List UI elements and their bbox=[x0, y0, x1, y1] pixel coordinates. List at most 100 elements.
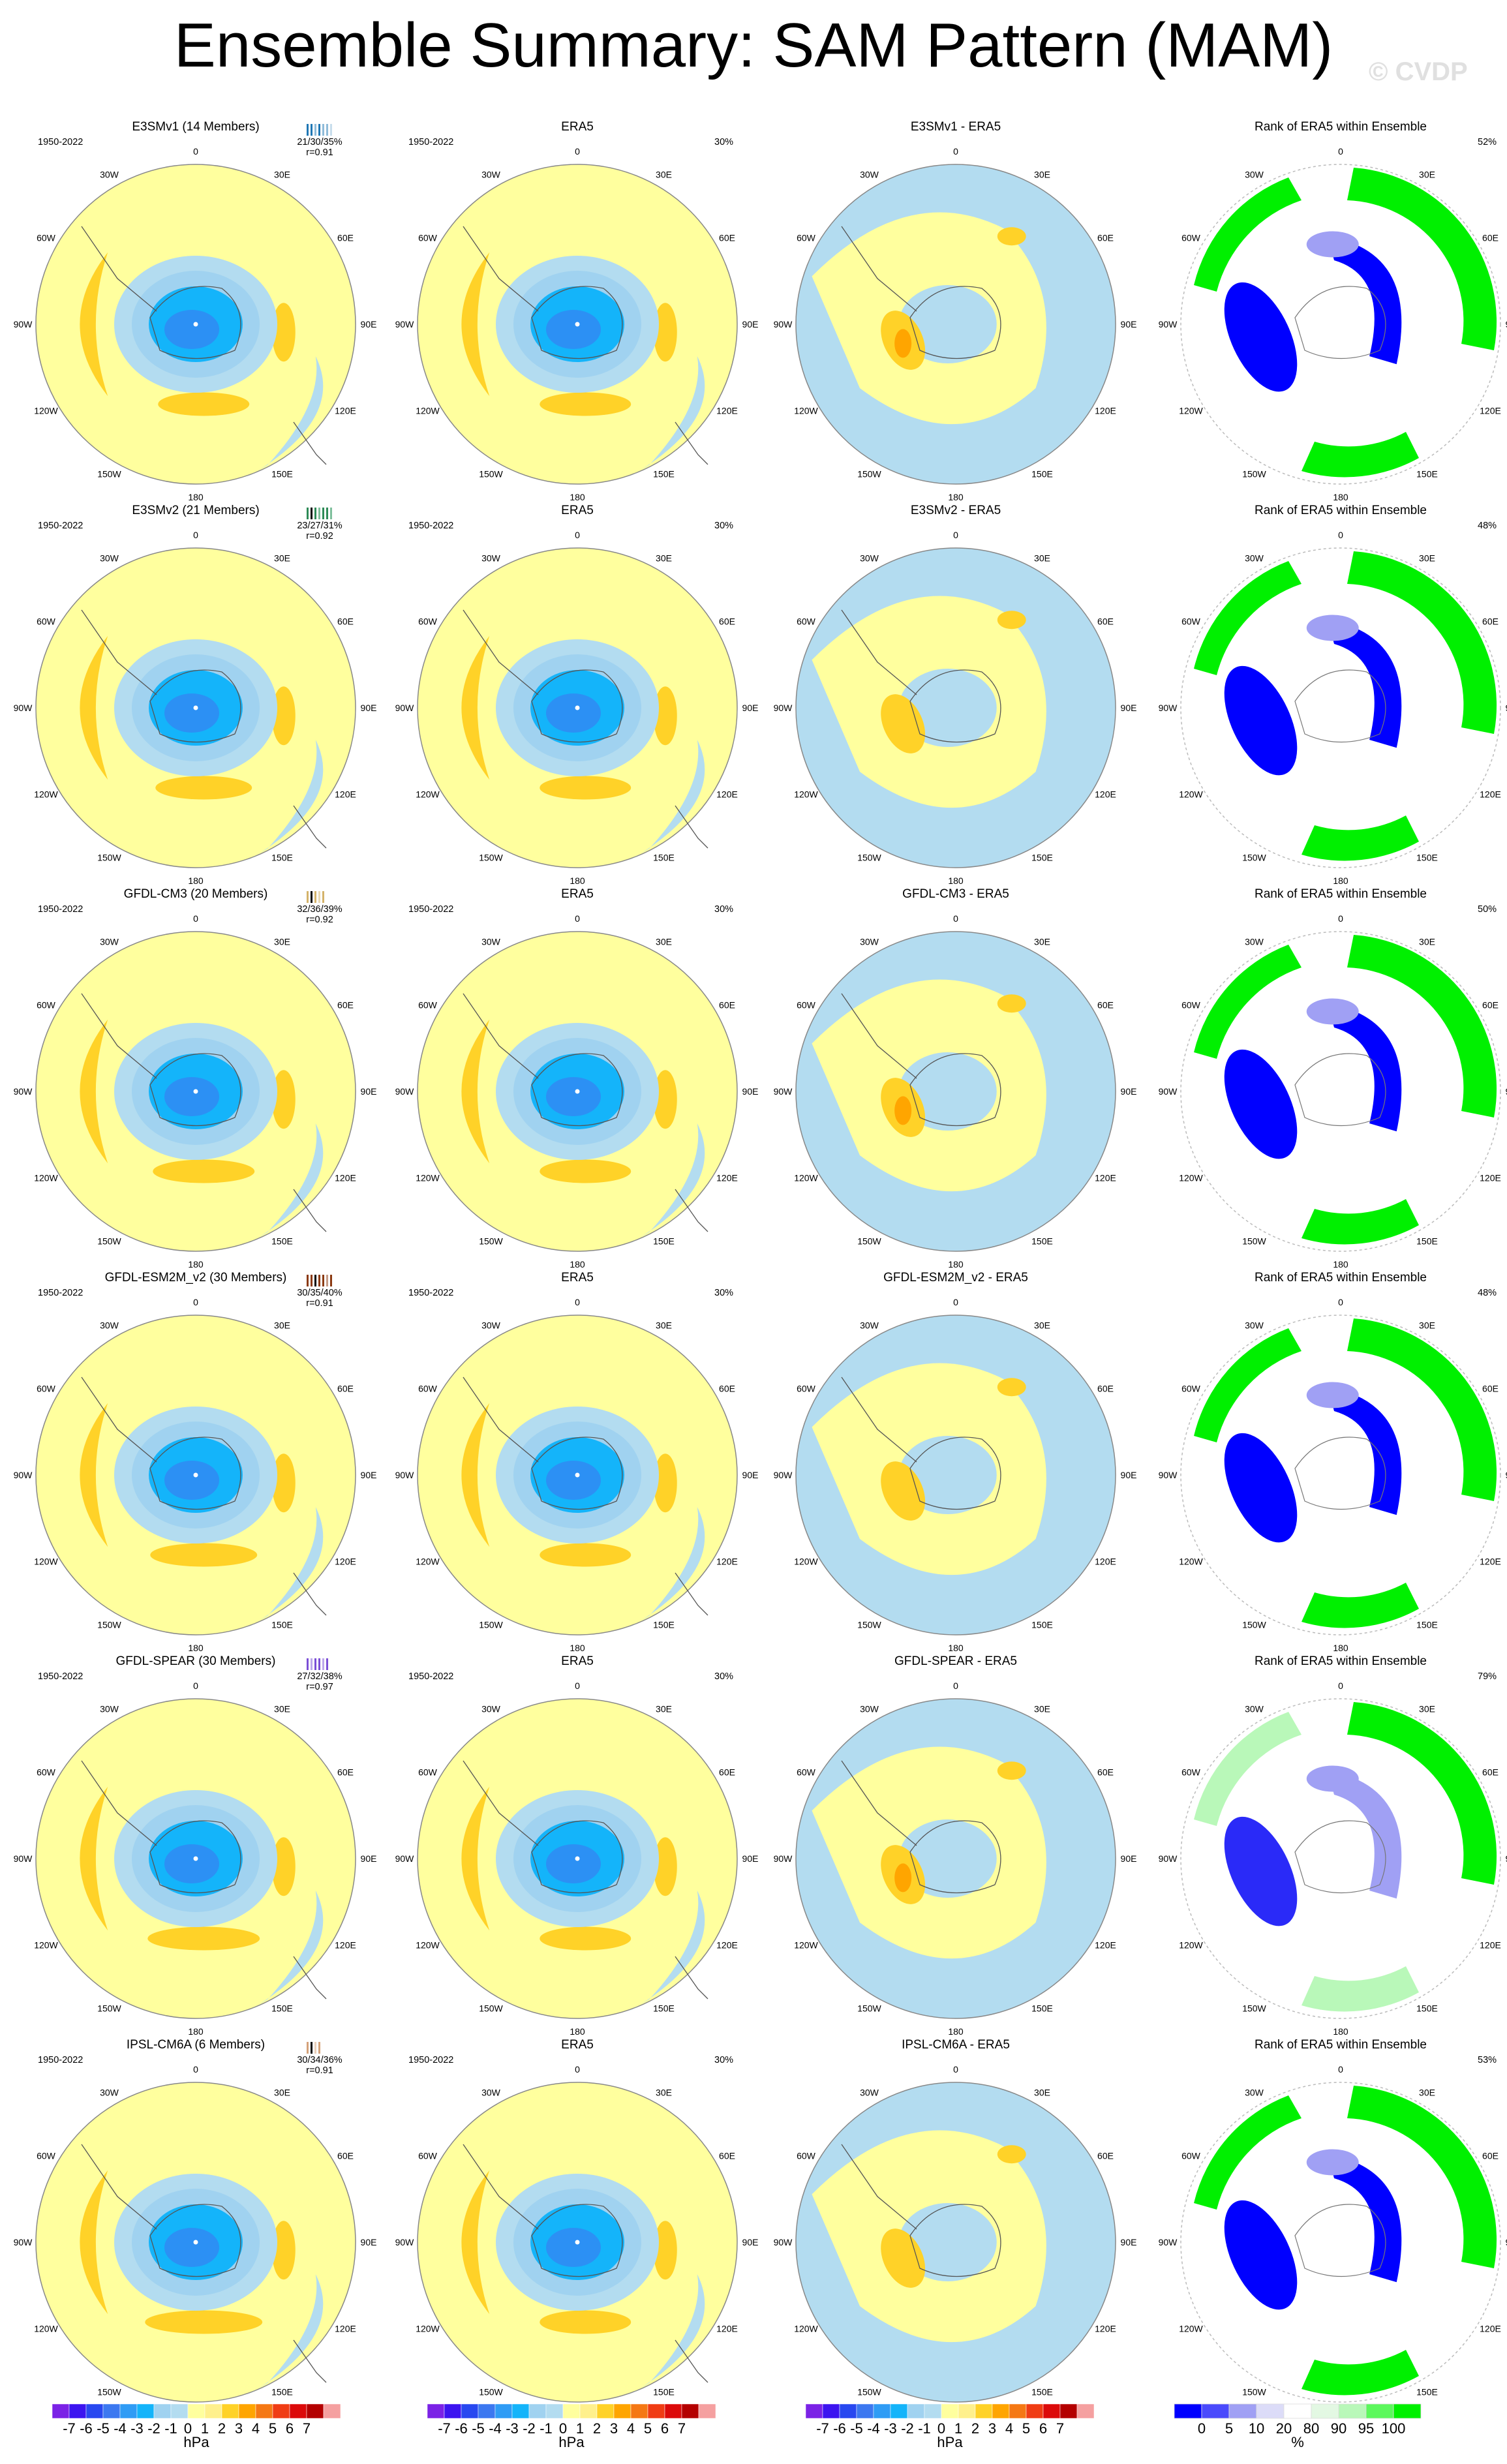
era5-panel: ERA51950-202230%030E60E90E120E150E180150… bbox=[395, 2038, 759, 2420]
rank-low-region bbox=[1224, 2200, 1298, 2310]
rank-high-region bbox=[1347, 935, 1497, 1118]
member-bar bbox=[322, 508, 324, 519]
longitude-label: 90E bbox=[361, 2237, 377, 2247]
longitude-label: 30E bbox=[1034, 937, 1050, 947]
difference-panel: IPSL-CM6A - ERA5030E60E90E120E150E180150… bbox=[774, 2038, 1137, 2420]
antarctica-outline bbox=[149, 669, 241, 743]
positive-contour-core bbox=[894, 1096, 912, 1125]
pole-marker bbox=[193, 1089, 198, 1094]
colorbar-swatch bbox=[68, 2403, 87, 2419]
new-zealand-outline bbox=[675, 2339, 708, 2383]
longitude-label: 60W bbox=[797, 2151, 816, 2161]
positive-contour-west bbox=[80, 635, 108, 780]
longitude-label: 0 bbox=[1338, 1297, 1343, 1307]
positive-contour-east bbox=[653, 2221, 677, 2280]
longitude-label: 90W bbox=[14, 319, 33, 329]
new-zealand-outline bbox=[293, 421, 327, 465]
positive-contour-south bbox=[155, 776, 252, 800]
longitude-label: 90E bbox=[361, 319, 377, 329]
colorbar-tick: -5 bbox=[850, 2420, 863, 2437]
pct-stats: 23/27/31% bbox=[297, 521, 342, 531]
longitude-label: 0 bbox=[575, 2064, 580, 2075]
member-bar bbox=[330, 124, 332, 136]
difference-panel: GFDL-CM3 - ERA5 0 30E 60E 90E 120E 150E 180 150W… bbox=[774, 887, 1137, 1270]
longitude-label: 120E bbox=[1480, 789, 1501, 800]
panel-title: GFDL-CM3 - ERA5 bbox=[902, 887, 1009, 901]
colorbar-swatch bbox=[1201, 2403, 1230, 2419]
colorbar-swatch bbox=[52, 2403, 70, 2419]
longitude-label: 180 bbox=[1333, 492, 1348, 502]
longitude-label: 60E bbox=[1097, 233, 1114, 243]
new-zealand-outline bbox=[293, 1189, 327, 1232]
longitude-label: 0 bbox=[193, 1681, 198, 1691]
panel-row-gfdl-cm3: GFDL-CM3 (20 Members) 1950-2022 32/36/39%r… bbox=[14, 887, 1507, 1270]
colorbar-tick: -6 bbox=[455, 2420, 468, 2437]
longitude-label: 0 bbox=[193, 913, 198, 924]
era5-pct-label: 30% bbox=[714, 2055, 733, 2065]
longitude-label: 120E bbox=[335, 789, 356, 800]
longitude-label: 30E bbox=[274, 553, 290, 564]
colorbar-tick: -3 bbox=[506, 2420, 519, 2437]
longitude-label: 150E bbox=[653, 468, 675, 479]
light-blue-contour bbox=[243, 1123, 324, 1247]
pattern-correlation: r=0.91 bbox=[306, 2065, 333, 2076]
longitude-label: 30E bbox=[274, 2088, 290, 2098]
longitude-label: 90W bbox=[774, 1853, 793, 1864]
antarctica-outline bbox=[1294, 1820, 1386, 1894]
colorbar-tick: 7 bbox=[1056, 2420, 1064, 2437]
longitude-label: 30W bbox=[481, 2088, 501, 2098]
panel-title: Rank of ERA5 within Ensemble bbox=[1255, 504, 1427, 517]
longitude-label: 0 bbox=[575, 146, 580, 157]
member-bar bbox=[311, 2042, 312, 2054]
longitude-label: 150E bbox=[1031, 1619, 1053, 1630]
longitude-label: 150E bbox=[1031, 2003, 1053, 2013]
antarctica-outline bbox=[909, 1820, 1001, 1894]
panel-title: E3SMv2 (21 Members) bbox=[132, 504, 259, 517]
longitude-label: 60W bbox=[418, 1000, 438, 1011]
positive-contour-west bbox=[881, 694, 926, 753]
colorbar-tick: -5 bbox=[97, 2420, 110, 2437]
longitude-label: 90W bbox=[1159, 1470, 1178, 1480]
member-bar bbox=[330, 508, 332, 519]
positive-contour-east bbox=[653, 1837, 677, 1896]
colorbar-tick: 4 bbox=[1005, 2420, 1013, 2437]
pct-stats: 27/32/38% bbox=[297, 1671, 342, 1682]
longitude-label: 120W bbox=[1179, 1557, 1203, 1567]
longitude-label: 60E bbox=[719, 2151, 735, 2161]
light-blue-contour bbox=[625, 1507, 705, 1630]
new-zealand-outline bbox=[675, 805, 708, 849]
positive-contour-south bbox=[150, 1543, 258, 1567]
longitude-label: 30W bbox=[100, 553, 119, 564]
longitude-label: 120E bbox=[1480, 1940, 1501, 1951]
longitude-label: 120W bbox=[1179, 406, 1203, 416]
panel-title: Rank of ERA5 within Ensemble bbox=[1255, 887, 1427, 901]
longitude-label: 180 bbox=[188, 2026, 204, 2037]
rank-low-region bbox=[1224, 282, 1298, 392]
longitude-label: 60W bbox=[418, 1384, 438, 1394]
member-bar bbox=[311, 508, 312, 519]
longitude-label: 60W bbox=[37, 616, 56, 627]
south-america-outline bbox=[841, 2144, 917, 2230]
colorbar-swatch bbox=[681, 2403, 699, 2419]
colorbar-swatch bbox=[306, 2403, 324, 2419]
south-america-outline bbox=[841, 1376, 917, 1463]
longitude-label: 60W bbox=[418, 2151, 438, 2161]
pole-marker bbox=[193, 1856, 198, 1861]
longitude-label: 120E bbox=[1480, 406, 1501, 416]
map-disc bbox=[1180, 164, 1501, 485]
difference-panel: E3SMv1 - ERA5 0 30E 60E 90E 120E 150E 180 150W 12… bbox=[774, 120, 1137, 502]
longitude-label: 150W bbox=[1242, 1236, 1266, 1246]
member-bar bbox=[330, 1275, 332, 1286]
colorbar-swatch bbox=[647, 2403, 665, 2419]
new-zealand-outline bbox=[293, 1572, 327, 1616]
antarctica-outline bbox=[149, 2204, 241, 2277]
colorbar-swatch bbox=[461, 2403, 479, 2419]
longitude-label: 120W bbox=[416, 789, 440, 800]
panel-row-e3smv2: E3SMv2 (21 Members) 1950-2022 23/27/31%r=0… bbox=[14, 504, 1507, 886]
colorbar-swatch bbox=[822, 2403, 840, 2419]
panel-title: GFDL-SPEAR - ERA5 bbox=[894, 1654, 1017, 1668]
longitude-label: 150W bbox=[479, 1236, 503, 1246]
longitude-label: 150W bbox=[1242, 852, 1266, 862]
longitude-label: 0 bbox=[953, 1297, 958, 1307]
